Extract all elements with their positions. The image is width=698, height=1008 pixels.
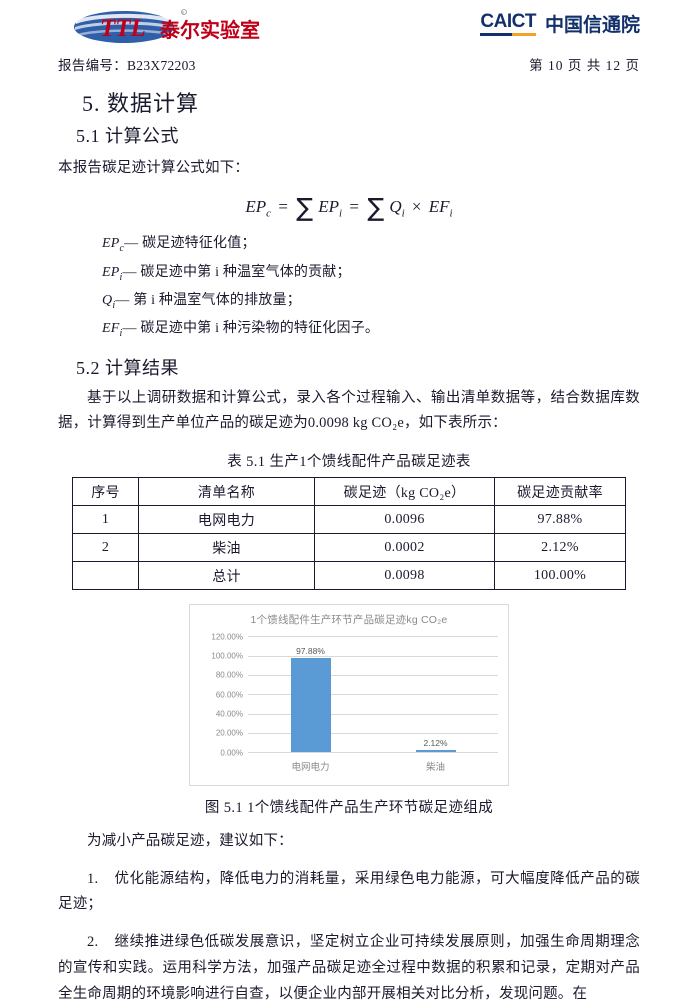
figure-caption: 图 5.1 1个馈线配件产品生产环节碳足迹组成 [204,800,494,817]
page-indicator: 第 10 页 共 12 页 [529,58,640,73]
recommendation-text: 优化能源结构，降低电力的消耗量，采用绿色电力能源，可大幅度降低产品的碳足迹； [58,870,640,913]
definition-text: 第 i 种温室气体的排放量； [133,292,301,308]
chart-plot-area: 120.00% 100.00% 80.00% 60.00% 40.00% 20.00% 0.… [211,632,498,773]
definition-dash: — [122,264,137,280]
section-title-5-1: 5.1 计算公式 [76,126,179,146]
table-cell: 0.0096 [314,505,495,535]
recommendation-item: 2. 继续推进绿色低碳发展意识，坚定树立企业可持续发展原则，加强生命周期理念的宣传… [58,930,640,1007]
chart-title: 1个馈线配件生产环节产品碳足迹kg CO₂e [250,614,448,627]
definition-text: 碳足迹特征化值； [142,236,256,252]
formula-definition-list: EPc— 碳足迹特征化值； EPi— 碳足迹中第 i 种温室气体的贡献； Qi—… [102,230,640,343]
chart-y-tick-label: 0.00% [220,748,243,758]
definition-dash: — [124,236,139,252]
table-cell: 2 [72,533,139,563]
chart-y-tick-label: 100.00% [211,651,243,661]
table-cell [72,561,139,591]
chart-gridline: 60.00% [216,690,498,699]
page-header: TTL 泰尔实验室 R CAICT 中国信通院 [58,0,640,52]
chart-y-tick-label: 80.00% [215,670,243,680]
carbon-footprint-formula: EPc = ∑ EPi = ∑ Qi × EFi [58,193,640,222]
chart-y-tick-label: 20.00% [215,728,243,738]
table-cell: 电网电力 [138,505,315,535]
table-cell: 总计 [138,561,315,591]
chart-x-tick-label: 柴油 [425,762,446,774]
table-cell: 0.0098 [314,561,495,591]
table-cell: 1 [72,505,139,535]
chart-gridline: 20.00% [216,729,498,738]
recommendation-number: 2. [87,934,99,951]
chart-bar[interactable] [415,750,456,753]
formula-intro-text: 本报告碳足迹计算公式如下： [58,160,250,176]
formula-term-2: Qi [389,197,405,220]
table-cell: 柴油 [138,533,315,563]
caict-chinese-name: 中国信通院 [544,15,640,36]
table-header-cell: 序号 [72,477,139,507]
section-title-5: 5. 数据计算 [82,91,200,116]
svg-text:R: R [182,11,185,15]
chart-x-tick-label: 电网电力 [291,762,330,774]
caict-wordmark: CAICT [480,11,536,36]
formula-term-1: EPi [318,197,343,220]
definition-symbol: Qi [102,292,116,311]
formula-equals-2: = [349,197,359,217]
formula-lhs: EPc [245,197,272,220]
formula-multiply: × [411,197,422,217]
table-cell: 2.12% [494,533,626,563]
document-meta-row: 报告编号：B23X72203 第 10 页 共 12 页 [58,54,640,76]
definition-text: 碳足迹中第 i 种温室气体的贡献； [140,264,351,280]
section-title-5-2: 5.2 计算结果 [76,357,179,378]
recommendation-text: 继续推进绿色低碳发展意识，坚定树立企业可持续发展原则，加强生命周期理念的宣传和实… [58,934,640,1002]
table-total-row: 总计 0.0098 100.00% [72,561,626,591]
chart-bar-value-label: 2.12% [423,738,448,749]
table-header-row: 序号 清单名称 碳足迹（kg CO₂e） 碳足迹贡献率 [72,477,626,507]
report-number: 报告编号：B23X72203 [58,58,196,73]
chart-gridline: 40.00% [216,710,498,719]
chart-y-tick-label: 60.00% [215,690,243,700]
recommendation-item: 1. 优化能源结构，降低电力的消耗量，采用绿色电力能源，可大幅度降低产品的碳足迹； [58,867,640,919]
definition-symbol: EPi [102,264,123,283]
chart-bar[interactable] [290,657,331,753]
table-header-cell: 碳足迹（kg CO₂e） [314,477,495,507]
ttl-logo-graphic: TTL 泰尔实验室 R [74,9,260,43]
table-header-cell: 清单名称 [138,477,315,507]
definition-dash: — [115,292,130,308]
carbon-footprint-bar-chart: 1个馈线配件生产环节产品碳足迹kg CO₂e 120.00% 100.00% 80.… [189,604,509,787]
chart-gridline: 100.00% [211,652,498,661]
table-cell: 0.0002 [314,533,495,563]
definition-item: EPc— 碳足迹特征化值； [102,230,640,258]
definition-item: EPi— 碳足迹中第 i 种温室气体的贡献； [102,259,640,287]
table-cell: 97.88% [494,505,626,535]
calculation-result-paragraph: 基于以上调研数据和计算公式，录入各个过程输入、输出清单数据等，结合数据库数据，计… [58,389,640,431]
definition-text: 碳足迹中第 i 种污染物的特征化因子。 [140,321,380,337]
definition-symbol: EFi [102,321,123,340]
definition-item: Qi— 第 i 种温室气体的排放量； [102,287,640,315]
formula-term-3: EFi [428,197,453,220]
carbon-footprint-table: 序号 清单名称 碳足迹（kg CO₂e） 碳足迹贡献率 1 电网电力 0.009… [72,477,626,591]
table-header-cell: 碳足迹贡献率 [494,477,626,507]
chart-y-tick-label: 40.00% [215,709,243,719]
table-caption: 表 5.1 生产1个馈线配件产品碳足迹表 [227,454,471,471]
document-page: TTL 泰尔实验室 R CAICT 中国信通院 报告编号：B23X72203 第… [58,0,640,1002]
chart-gridline: 120.00% [211,632,498,641]
chart-y-tick-label: 120.00% [211,632,243,642]
table-row: 1 电网电力 0.0096 97.88% [72,505,626,535]
caict-logo: CAICT 中国信通院 [480,10,640,37]
caict-underline-decoration [480,33,536,36]
formula-equals-1: = [278,197,288,217]
recommendations-intro: 为减小产品碳足迹，建议如下： [87,833,293,850]
chart-bar-value-label: 97.88% [296,645,325,656]
svg-text:TTL: TTL [100,15,146,42]
definition-dash: — [122,321,137,337]
definition-symbol: EPc [102,236,125,255]
chart-gridline: 0.00% [220,748,498,757]
svg-text:泰尔实验室: 泰尔实验室 [159,18,260,42]
chart-gridline: 80.00% [216,671,498,680]
ttl-lab-logo: TTL 泰尔实验室 R [72,6,272,48]
formula-sigma-1: ∑ [296,193,314,223]
table-row: 2 柴油 0.0002 2.12% [72,533,626,563]
recommendation-number: 1. [87,870,99,887]
definition-item: EFi— 碳足迹中第 i 种污染物的特征化因子。 [102,315,640,343]
formula-sigma-2: ∑ [367,193,385,223]
table-cell: 100.00% [494,561,626,591]
